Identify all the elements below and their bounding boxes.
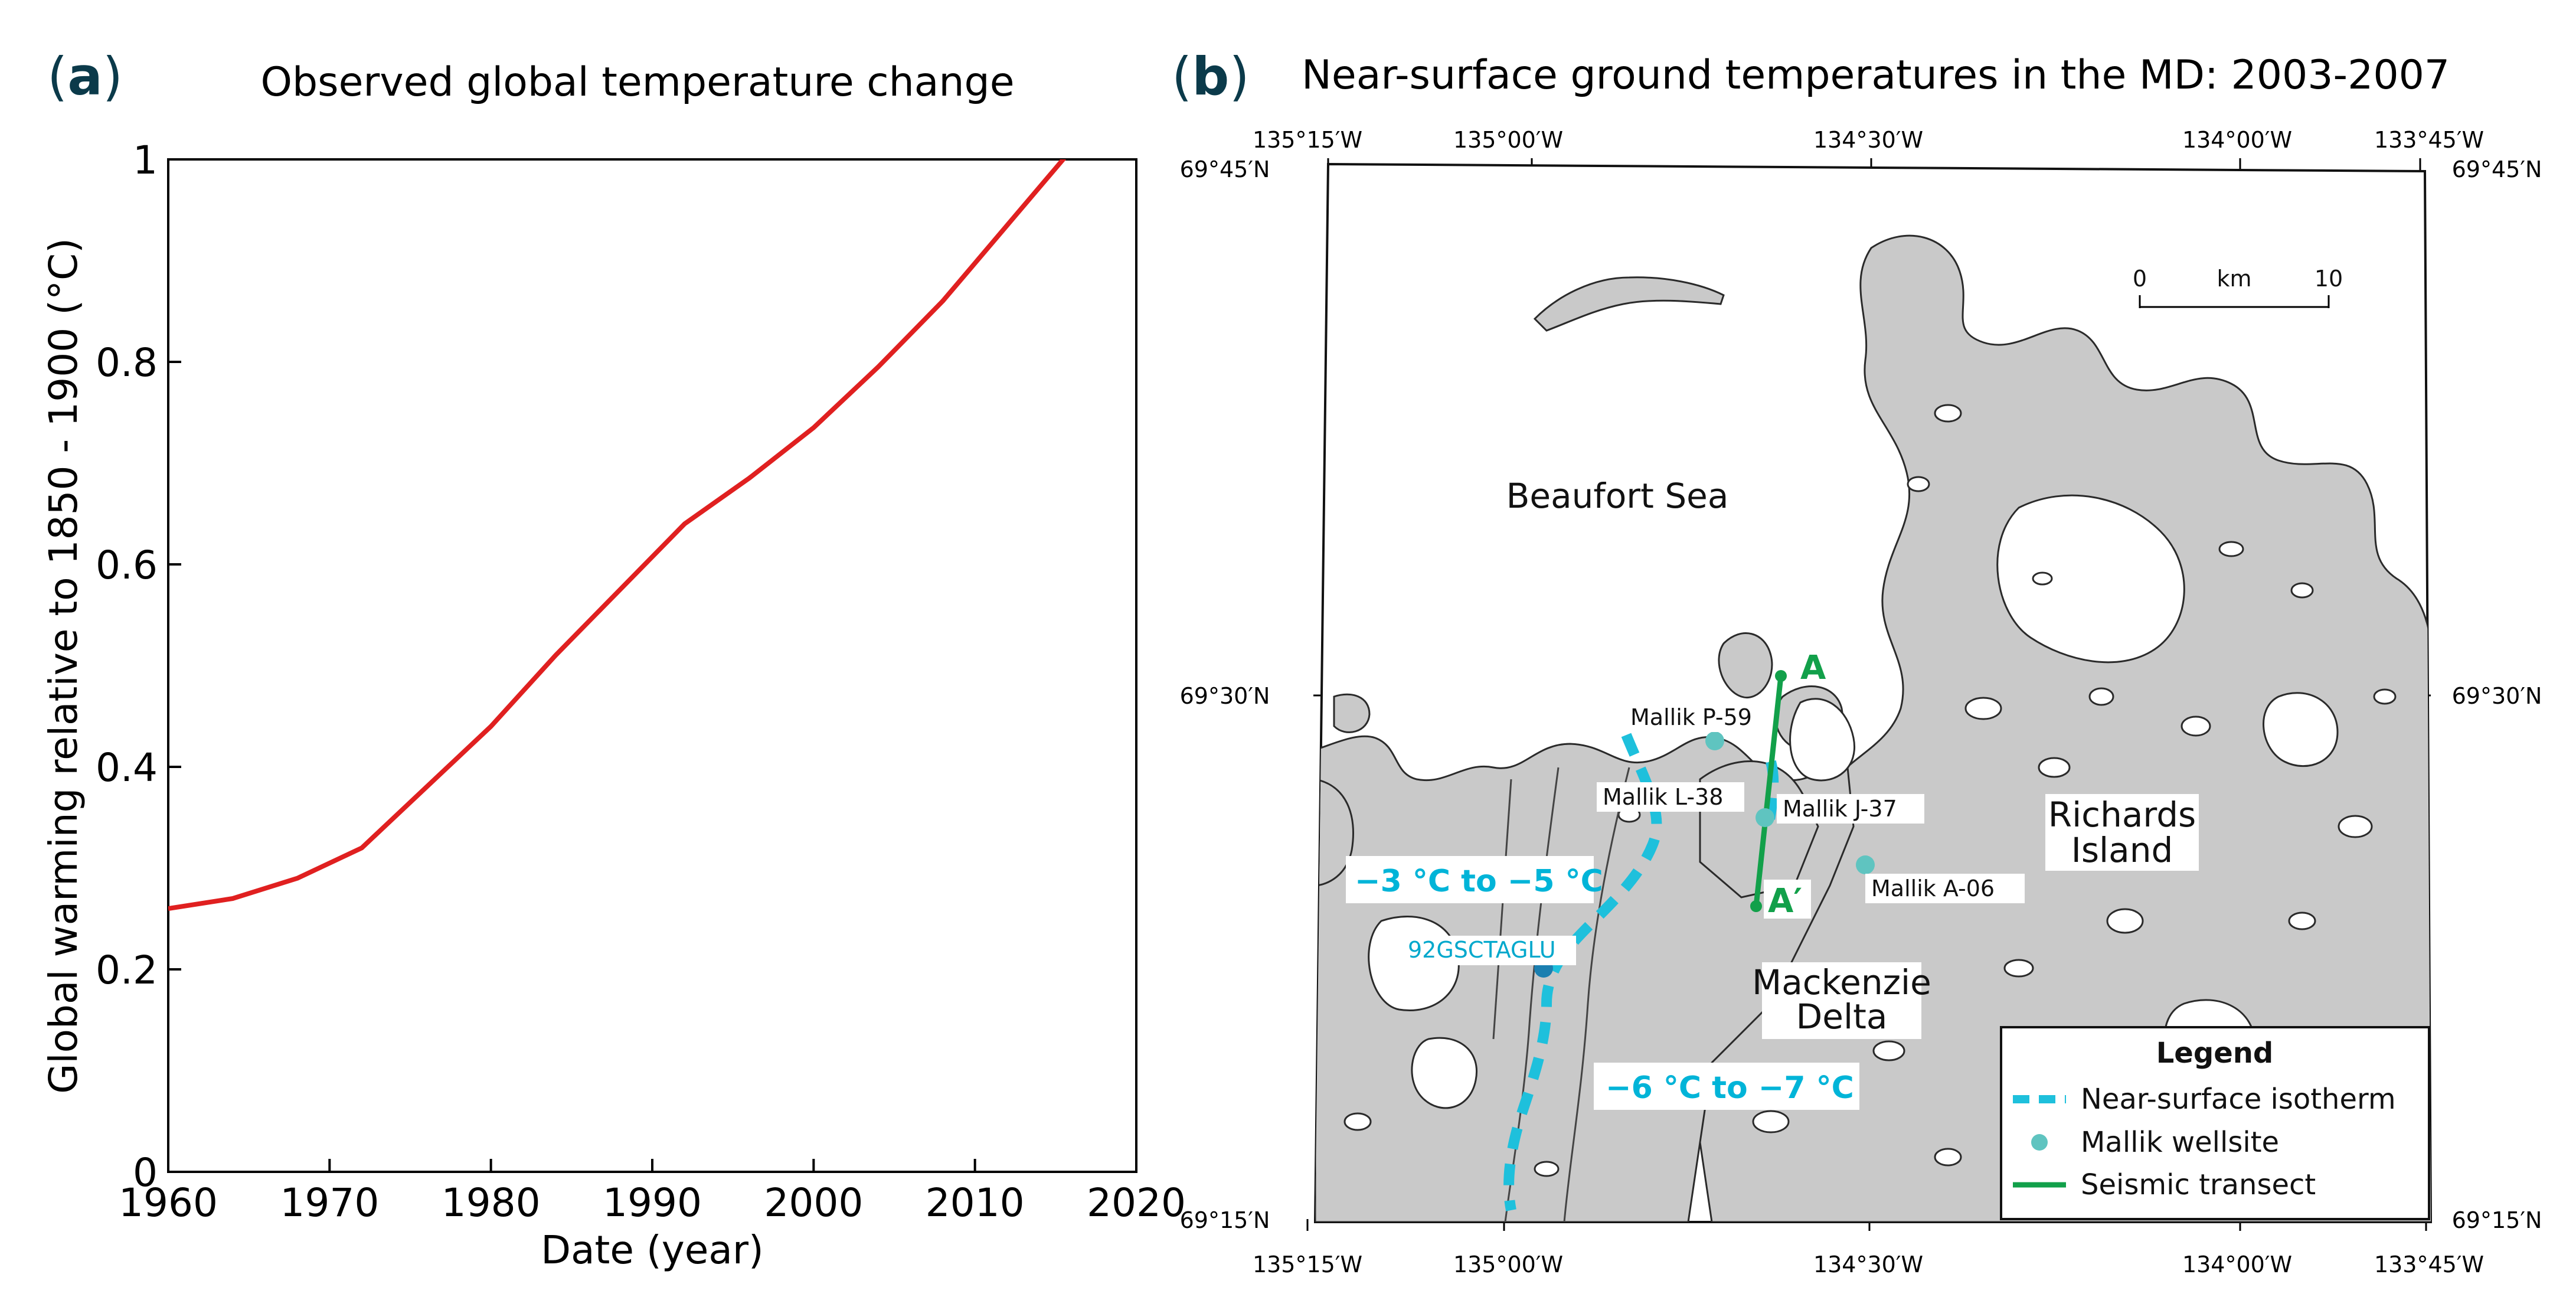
label-box-isotherm-2 xyxy=(1594,1063,1859,1110)
y-tick-label-0.8: 0.8 xyxy=(96,340,158,385)
scale-start: 0 xyxy=(2133,266,2147,292)
lat-label-69-15-left: 69°15′N xyxy=(1180,1207,1270,1233)
x-tick-label-2010: 2010 xyxy=(926,1180,1025,1226)
label-box-a-prime xyxy=(1764,880,1811,919)
label-island: Island xyxy=(2071,830,2173,870)
legend-item-isotherm: Near-surface isotherm xyxy=(2081,1083,2396,1116)
label-richards: Richards xyxy=(2048,795,2196,835)
lat-label-69-45-right: 69°45′N xyxy=(2452,156,2542,182)
island-west-1 xyxy=(1333,693,1371,733)
label-box-j37 xyxy=(1777,794,1924,824)
lon-label-134-00-top: 134°00′W xyxy=(2182,127,2292,153)
y-tick-label-1: 1 xyxy=(133,138,158,183)
label-box-a06 xyxy=(1865,874,2025,903)
label-box-mackenzie xyxy=(1762,962,1921,1039)
x-tick-label-1970: 1970 xyxy=(280,1180,379,1226)
series-layer xyxy=(168,159,1067,912)
y-axis: 0 0.2 0.4 0.6 0.8 1 xyxy=(96,138,181,1195)
lon-label-134-00-bottom: 134°00′W xyxy=(2182,1252,2292,1278)
x-tick-label-2020: 2020 xyxy=(1087,1180,1186,1226)
scale-unit: km xyxy=(2217,266,2251,292)
legend-swatch-well xyxy=(2031,1134,2048,1151)
label-box-richards xyxy=(2045,794,2199,871)
well-label-l38: Mallik L-38 xyxy=(1603,784,1723,810)
x-tick-label-2000: 2000 xyxy=(764,1180,863,1226)
label-mackenzie: Mackenzie xyxy=(1752,962,1931,1002)
x-tick-label-1980: 1980 xyxy=(442,1180,541,1226)
isotherm-label-2: −6 °C to −7 °C xyxy=(1606,1070,1854,1106)
island-west-2 xyxy=(1315,778,1354,887)
scale-bar: 0 km 10 xyxy=(2133,266,2343,308)
station-label: 92GSCTAGLU xyxy=(1408,937,1556,963)
lon-label-133-45-bottom: 133°45′W xyxy=(2374,1252,2484,1278)
lat-label-69-30-right: 69°30′N xyxy=(2452,683,2542,709)
x-axis-title: Date (year) xyxy=(541,1227,763,1273)
panel-a: (a) Observed global temperature change 1… xyxy=(41,46,1186,1273)
transect-end-a-prime xyxy=(1750,900,1762,912)
label-box-l38 xyxy=(1597,782,1744,812)
label-box-station xyxy=(1402,936,1576,965)
transect-label-a: A xyxy=(1800,649,1826,687)
lake-ne xyxy=(1996,494,2185,664)
y-tick-label-0.2: 0.2 xyxy=(96,948,158,993)
label-beaufort-sea: Beaufort Sea xyxy=(1506,476,1729,516)
well-p59-marker xyxy=(1705,731,1724,750)
lon-label-135-15-bottom: 135°15′W xyxy=(1253,1252,1362,1278)
well-j37-marker xyxy=(1756,808,1774,827)
transect-end-a xyxy=(1775,670,1787,682)
label-box-p59 xyxy=(1624,703,1772,732)
lat-label-69-45-left: 69°45′N xyxy=(1180,156,1270,182)
legend-title: Legend xyxy=(2156,1037,2274,1070)
x-axis: 1960 1970 1980 1990 2000 2010 2020 xyxy=(119,1159,1186,1226)
well-label-p59: Mallik P-59 xyxy=(1630,704,1752,730)
map-title: Near-surface ground temperatures in the … xyxy=(1302,52,2450,99)
legend-item-well: Mallik wellsite xyxy=(2081,1126,2279,1159)
plot-frame xyxy=(167,158,1137,1173)
transect-label-a-prime: A′ xyxy=(1768,882,1802,920)
y-tick-label-0.6: 0.6 xyxy=(96,543,158,588)
panel-b: (b) Near-surface ground temperatures in … xyxy=(1172,46,2542,1278)
scale-end: 10 xyxy=(2315,266,2343,292)
legend: Legend Near-surface isotherm Mallik well… xyxy=(2000,1026,2430,1220)
y-tick-label-0.4: 0.4 xyxy=(96,745,158,790)
well-label-j37: Mallik J-37 xyxy=(1783,796,1897,822)
lon-label-134-30-bottom: 134°30′W xyxy=(1813,1252,1923,1278)
lon-label-135-00-top: 135°00′W xyxy=(1453,127,1563,153)
label-box-isotherm-1 xyxy=(1346,856,1594,903)
panel-b-label: (b) xyxy=(1172,46,1250,107)
lake-center xyxy=(1789,698,1855,782)
lake-east-1 xyxy=(2263,692,2339,767)
north-spit xyxy=(1533,276,1725,332)
legend-item-transect: Seismic transect xyxy=(2081,1168,2316,1201)
lon-label-134-30-top: 134°30′W xyxy=(1813,127,1923,153)
lon-label-135-00-bottom: 135°00′W xyxy=(1453,1252,1563,1278)
label-delta: Delta xyxy=(1796,997,1888,1037)
well-label-a06: Mallik A-06 xyxy=(1871,875,1995,901)
lat-label-69-30-left: 69°30′N xyxy=(1180,683,1270,709)
seismic-transect xyxy=(1753,675,1784,907)
chart-title: Observed global temperature change xyxy=(260,59,1014,106)
lon-label-133-45-top: 133°45′W xyxy=(2374,127,2484,153)
panel-a-label: (a) xyxy=(47,46,123,107)
island-north-mid xyxy=(1718,632,1773,698)
y-tick-label-0: 0 xyxy=(133,1150,158,1195)
y-axis-title: Global warming relative to 1850 - 1900 (… xyxy=(41,238,86,1094)
well-a06-marker xyxy=(1856,855,1875,874)
x-tick-label-1960: 1960 xyxy=(119,1180,218,1226)
lat-label-69-15-right: 69°15′N xyxy=(2452,1207,2542,1233)
legend-box xyxy=(2000,1026,2430,1220)
lake-west-2 xyxy=(1411,1037,1477,1109)
isotherm-label-1: −3 °C to −5 °C xyxy=(1355,864,1603,899)
series-line-0 xyxy=(168,159,1067,912)
lon-label-135-15-top: 135°15′W xyxy=(1253,127,1362,153)
x-tick-label-1990: 1990 xyxy=(603,1180,702,1226)
